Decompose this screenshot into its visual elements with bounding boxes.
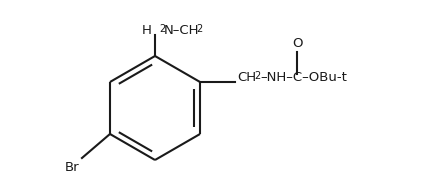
Text: Br: Br [64, 161, 79, 174]
Text: H: H [142, 24, 152, 37]
Text: CH: CH [237, 71, 256, 84]
Text: O: O [292, 37, 302, 50]
Text: 2: 2 [159, 24, 166, 34]
Text: 2: 2 [196, 24, 202, 34]
Text: –NH–C–OBu-t: –NH–C–OBu-t [260, 71, 347, 84]
Text: N–CH: N–CH [164, 24, 199, 37]
Text: 2: 2 [254, 71, 260, 81]
